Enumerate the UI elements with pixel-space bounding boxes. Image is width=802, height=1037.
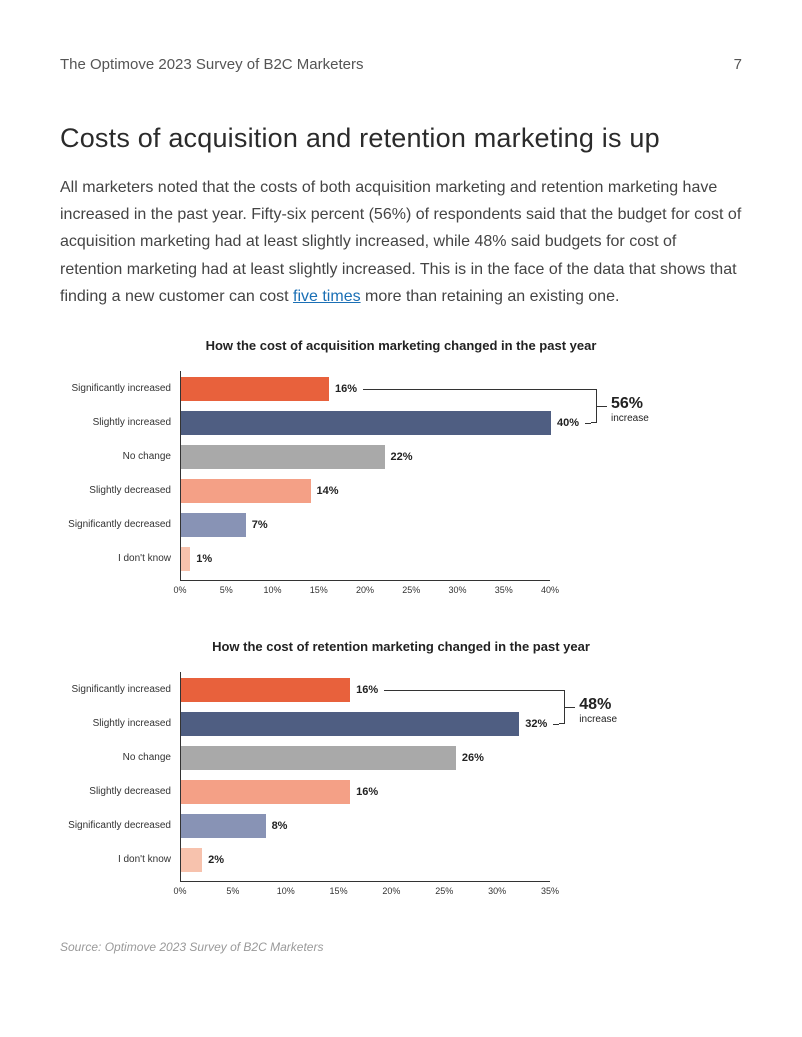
five-times-link[interactable]: five times xyxy=(293,288,361,305)
bar-row: No change22% xyxy=(181,445,413,469)
chart-0: How the cost of acquisition marketing ch… xyxy=(60,338,742,601)
paragraph-pre: All marketers noted that the costs of bo… xyxy=(60,179,741,305)
value-label: 22% xyxy=(391,451,413,463)
callout: 56%increase xyxy=(611,394,649,425)
page-header: The Optimove 2023 Survey of B2C Marketer… xyxy=(60,56,742,73)
chart-1: How the cost of retention marketing chan… xyxy=(60,639,742,902)
value-label: 1% xyxy=(196,553,212,565)
value-label: 32% xyxy=(525,718,547,730)
x-tick: 25% xyxy=(402,585,420,595)
callout-sub: increase xyxy=(579,714,617,725)
bar-row: Significantly increased16% xyxy=(181,377,357,401)
x-axis: 0%5%10%15%20%25%30%35%40% xyxy=(180,581,550,601)
bar-row: Significantly decreased7% xyxy=(181,513,268,537)
x-tick: 15% xyxy=(310,585,328,595)
category-label: I don't know xyxy=(118,848,181,872)
x-tick: 10% xyxy=(277,886,295,896)
bar-row: No change26% xyxy=(181,746,484,770)
value-label: 7% xyxy=(252,519,268,531)
page: The Optimove 2023 Survey of B2C Marketer… xyxy=(0,0,802,994)
bar-row: Slightly increased40% xyxy=(181,411,579,435)
x-tick: 25% xyxy=(435,886,453,896)
bar-row: Significantly decreased8% xyxy=(181,814,287,838)
section-title: Costs of acquisition and retention marke… xyxy=(60,123,742,154)
bar-row: Slightly decreased16% xyxy=(181,780,378,804)
bar xyxy=(181,780,350,804)
page-number: 7 xyxy=(734,56,742,73)
bar xyxy=(181,411,551,435)
category-label: Slightly increased xyxy=(93,411,181,435)
bar-row: Slightly increased32% xyxy=(181,712,547,736)
x-tick: 15% xyxy=(330,886,348,896)
bar xyxy=(181,712,519,736)
x-tick: 20% xyxy=(356,585,374,595)
bar-row: Slightly decreased14% xyxy=(181,479,339,503)
bar xyxy=(181,814,266,838)
x-tick: 30% xyxy=(488,886,506,896)
bar xyxy=(181,848,202,872)
callout-pct: 56% xyxy=(611,394,649,413)
value-label: 16% xyxy=(356,684,378,696)
bar xyxy=(181,513,246,537)
value-label: 14% xyxy=(317,485,339,497)
callout-pct: 48% xyxy=(579,695,617,714)
callout-sub: increase xyxy=(611,413,649,424)
value-label: 2% xyxy=(208,854,224,866)
bracket-stem xyxy=(565,707,575,708)
bar-row: I don't know2% xyxy=(181,848,224,872)
chart-area: Significantly increased16% Slightly incre… xyxy=(180,371,700,601)
bar-row: I don't know1% xyxy=(181,547,212,571)
value-label: 40% xyxy=(557,417,579,429)
x-tick: 5% xyxy=(220,585,233,595)
bracket-arm xyxy=(363,389,591,390)
x-tick: 30% xyxy=(448,585,466,595)
value-label: 26% xyxy=(462,752,484,764)
bracket-arm xyxy=(384,690,559,691)
value-label: 8% xyxy=(272,820,288,832)
category-label: No change xyxy=(123,746,181,770)
x-tick: 10% xyxy=(263,585,281,595)
bar xyxy=(181,746,456,770)
x-tick: 40% xyxy=(541,585,559,595)
category-label: Slightly increased xyxy=(93,712,181,736)
chart-area: Significantly increased16% Slightly incre… xyxy=(180,672,700,902)
x-axis: 0%5%10%15%20%25%30%35% xyxy=(180,882,550,902)
x-tick: 35% xyxy=(541,886,559,896)
bracket-arm xyxy=(553,724,559,725)
callout: 48%increase xyxy=(579,695,617,726)
x-tick: 5% xyxy=(226,886,239,896)
category-label: I don't know xyxy=(118,547,181,571)
category-label: Significantly decreased xyxy=(68,513,181,537)
source-attribution: Source: Optimove 2023 Survey of B2C Mark… xyxy=(60,940,742,954)
plot: Significantly increased16%Slightly incre… xyxy=(180,371,550,581)
bracket-stem xyxy=(597,406,607,407)
bar xyxy=(181,547,190,571)
bar xyxy=(181,479,311,503)
category-label: Significantly increased xyxy=(72,678,182,702)
bar xyxy=(181,678,350,702)
x-tick: 20% xyxy=(382,886,400,896)
category-label: Significantly decreased xyxy=(68,814,181,838)
bar-row: Significantly increased16% xyxy=(181,678,378,702)
chart-title: How the cost of acquisition marketing ch… xyxy=(60,338,742,353)
bar xyxy=(181,445,385,469)
category-label: Slightly decreased xyxy=(89,479,181,503)
x-tick: 0% xyxy=(173,886,186,896)
value-label: 16% xyxy=(335,383,357,395)
x-tick: 35% xyxy=(495,585,513,595)
category-label: Significantly increased xyxy=(72,377,182,401)
charts-container: How the cost of acquisition marketing ch… xyxy=(60,338,742,902)
bar xyxy=(181,377,329,401)
value-label: 16% xyxy=(356,786,378,798)
doc-title: The Optimove 2023 Survey of B2C Marketer… xyxy=(60,56,363,73)
chart-title: How the cost of retention marketing chan… xyxy=(60,639,742,654)
body-paragraph: All marketers noted that the costs of bo… xyxy=(60,174,742,310)
bracket-arm xyxy=(585,423,591,424)
paragraph-post: more than retaining an existing one. xyxy=(361,288,620,305)
category-label: No change xyxy=(123,445,181,469)
x-tick: 0% xyxy=(173,585,186,595)
category-label: Slightly decreased xyxy=(89,780,181,804)
plot: Significantly increased16% Slightly incre… xyxy=(180,672,550,882)
